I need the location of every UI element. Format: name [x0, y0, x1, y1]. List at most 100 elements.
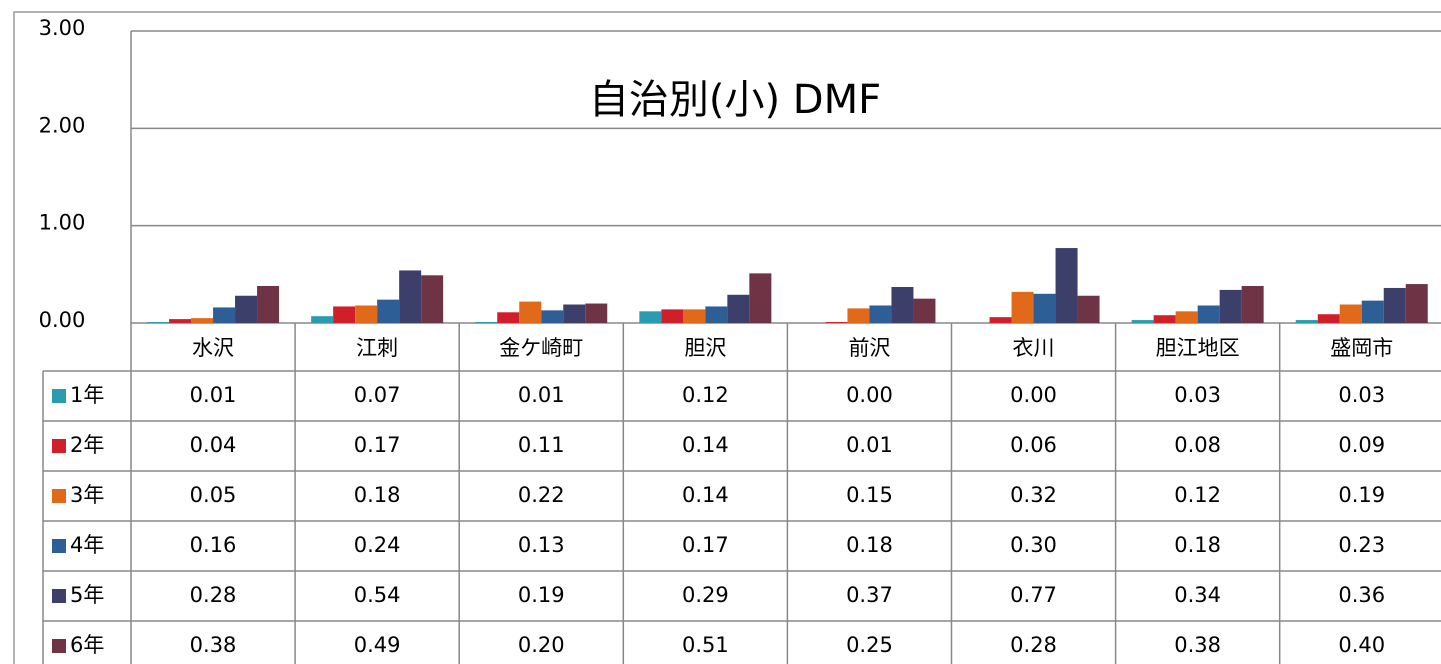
value-label: 0.22: [518, 483, 565, 507]
bar: [1131, 320, 1154, 323]
value-label: 0.11: [518, 433, 565, 457]
legend-label: 4年: [70, 533, 104, 557]
bar: [825, 322, 848, 323]
bar: [191, 318, 214, 323]
bar: [147, 322, 170, 323]
bar: [1241, 286, 1264, 323]
legend-label: 1年: [70, 383, 104, 407]
bar: [661, 309, 684, 323]
value-label: 0.17: [354, 433, 401, 457]
bar: [333, 306, 356, 323]
bar: [311, 316, 334, 323]
bar: [585, 303, 608, 323]
value-label: 0.30: [1010, 533, 1057, 557]
bar: [989, 317, 1012, 323]
bar: [1197, 305, 1220, 323]
bar: [1219, 289, 1242, 323]
value-label: 0.03: [1174, 383, 1221, 407]
value-label: 0.12: [682, 383, 729, 407]
value-label: 0.25: [846, 633, 893, 657]
value-label: 0.15: [846, 483, 893, 507]
bar: [377, 299, 400, 323]
x-tick-label: 胆江地区: [1156, 336, 1240, 360]
value-label: 0.32: [1010, 483, 1057, 507]
bar: [355, 305, 378, 323]
legend-swatch: [52, 539, 66, 553]
legend-swatch: [52, 489, 66, 503]
bar: [497, 312, 520, 323]
bar: [705, 306, 728, 323]
x-tick-label: 水沢: [192, 336, 234, 360]
bar: [847, 308, 870, 323]
bar: [475, 322, 498, 323]
bar: [1011, 291, 1034, 323]
x-tick-label: 盛岡市: [1330, 336, 1393, 360]
value-label: 0.54: [354, 583, 401, 607]
bar: [1405, 284, 1428, 323]
x-tick-label: 金ケ崎町: [499, 336, 583, 360]
value-label: 0.24: [354, 533, 401, 557]
bar: [1077, 295, 1100, 323]
value-label: 0.03: [1338, 383, 1385, 407]
value-label: 0.18: [354, 483, 401, 507]
bar: [1153, 315, 1176, 323]
bar: [727, 294, 750, 323]
value-label: 0.20: [518, 633, 565, 657]
value-label: 0.08: [1174, 433, 1221, 457]
bar: [421, 275, 444, 323]
legend-label: 5年: [70, 583, 104, 607]
bar: [519, 301, 542, 323]
value-label: 0.36: [1338, 583, 1385, 607]
y-tick-label: 1.00: [39, 211, 86, 235]
value-label: 0.23: [1338, 533, 1385, 557]
x-tick-label: 前沢: [848, 336, 890, 360]
value-label: 0.16: [190, 533, 237, 557]
value-label: 0.06: [1010, 433, 1057, 457]
value-label: 0.77: [1010, 583, 1057, 607]
bar: [541, 310, 564, 323]
x-tick-label: 江刺: [356, 336, 398, 360]
bar: [1033, 293, 1056, 323]
chart-border: [13, 11, 1441, 664]
legend-swatch: [52, 439, 66, 453]
bar: [235, 295, 258, 323]
value-label: 0.38: [190, 633, 237, 657]
value-label: 0.12: [1174, 483, 1221, 507]
legend-label: 2年: [70, 433, 104, 457]
value-label: 0.19: [518, 583, 565, 607]
legend-swatch: [52, 389, 66, 403]
bar: [1175, 311, 1198, 323]
value-label: 0.17: [682, 533, 729, 557]
legend-swatch: [52, 639, 66, 653]
y-tick-label: 2.00: [39, 113, 86, 137]
legend-label: 3年: [70, 483, 104, 507]
bar: [913, 298, 936, 323]
value-label: 0.00: [846, 383, 893, 407]
x-tick-label: 胆沢: [684, 336, 726, 360]
value-label: 0.19: [1338, 483, 1385, 507]
value-label: 0.28: [190, 583, 237, 607]
value-label: 0.34: [1174, 583, 1221, 607]
value-label: 0.04: [190, 433, 237, 457]
bar: [1383, 287, 1406, 323]
value-label: 0.40: [1338, 633, 1385, 657]
value-label: 0.01: [190, 383, 237, 407]
bar: [1295, 320, 1318, 323]
bar: [891, 286, 914, 323]
value-label: 0.37: [846, 583, 893, 607]
value-label: 0.18: [846, 533, 893, 557]
chart-title: 自治別(小) DMF: [589, 77, 881, 123]
value-label: 0.13: [518, 533, 565, 557]
x-tick-label: 衣川: [1013, 336, 1055, 360]
value-label: 0.01: [846, 433, 893, 457]
legend-label: 6年: [70, 633, 104, 657]
bar: [1339, 304, 1362, 323]
bar: [1055, 248, 1078, 323]
value-label: 0.28: [1010, 633, 1057, 657]
value-label: 0.29: [682, 583, 729, 607]
value-label: 0.00: [1010, 383, 1057, 407]
value-label: 0.14: [682, 483, 729, 507]
value-label: 0.09: [1338, 433, 1385, 457]
legend-swatch: [52, 589, 66, 603]
